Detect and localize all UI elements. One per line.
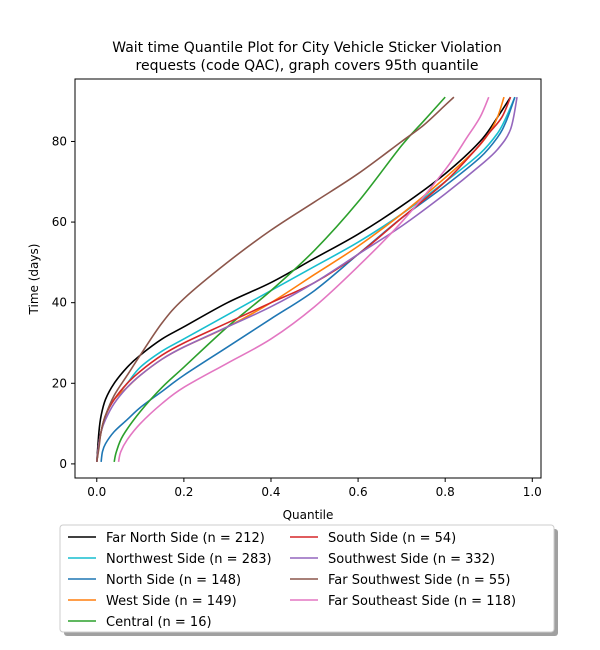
- chart-title-line-2: requests (code QAC), graph covers 95th q…: [136, 58, 479, 74]
- legend-entry: Far North Side (n = 212): [68, 531, 265, 546]
- legend-entry: Far Southwest Side (n = 55): [290, 573, 510, 588]
- x-tick-label: 1.0: [523, 485, 542, 499]
- y-tick-label: 0: [59, 457, 67, 471]
- series-line-0: [95, 96, 512, 462]
- legend-label: Southwest Side (n = 332): [328, 552, 495, 567]
- y-tick-label: 40: [52, 296, 67, 310]
- chart-title-line-1: Wait time Quantile Plot for City Vehicle…: [112, 40, 501, 56]
- y-axis-label: Time (days): [27, 244, 41, 316]
- legend-label: North Side (n = 148): [106, 573, 241, 588]
- x-axis: 0.0 0.2 0.4 0.6 0.8 1.0: [87, 478, 542, 499]
- y-tick-label: 20: [52, 376, 67, 390]
- legend-label: Northwest Side (n = 283): [106, 552, 272, 567]
- series-line-8: [117, 96, 490, 463]
- legend: Far North Side (n = 212) Northwest Side (…: [59, 524, 558, 636]
- x-tick-label: 0.2: [174, 485, 193, 499]
- y-tick-label: 60: [52, 215, 67, 229]
- legend-entry: Southwest Side (n = 332): [290, 552, 495, 567]
- x-tick-label: 0.0: [87, 485, 106, 499]
- legend-entry: Central (n = 16): [68, 615, 212, 630]
- series-line-2: [100, 96, 516, 462]
- x-tick-label: 0.4: [261, 485, 280, 499]
- legend-entry: Far Southeast Side (n = 118): [290, 594, 516, 609]
- legend-label: Far Southwest Side (n = 55): [328, 573, 510, 588]
- x-tick-label: 0.8: [436, 485, 455, 499]
- plot-lines: [95, 96, 518, 463]
- x-axis-label: Quantile: [283, 508, 334, 522]
- legend-label: West Side (n = 149): [106, 594, 237, 609]
- legend-entry: North Side (n = 148): [68, 573, 241, 588]
- y-axis: 0 20 40 60 80: [52, 134, 75, 471]
- legend-label: South Side (n = 54): [328, 531, 456, 546]
- legend-entry: South Side (n = 54): [290, 531, 456, 546]
- plot-area-frame: [74, 78, 542, 479]
- legend-label: Far Southeast Side (n = 118): [328, 594, 516, 609]
- legend-label: Far North Side (n = 212): [106, 531, 265, 546]
- legend-label: Central (n = 16): [106, 615, 212, 630]
- legend-entry: Northwest Side (n = 283): [68, 552, 272, 567]
- series-line-6: [95, 96, 518, 462]
- series-line-7: [95, 96, 455, 463]
- legend-entry: West Side (n = 149): [68, 594, 237, 609]
- x-tick-label: 0.6: [349, 485, 368, 499]
- y-tick-label: 80: [52, 134, 67, 148]
